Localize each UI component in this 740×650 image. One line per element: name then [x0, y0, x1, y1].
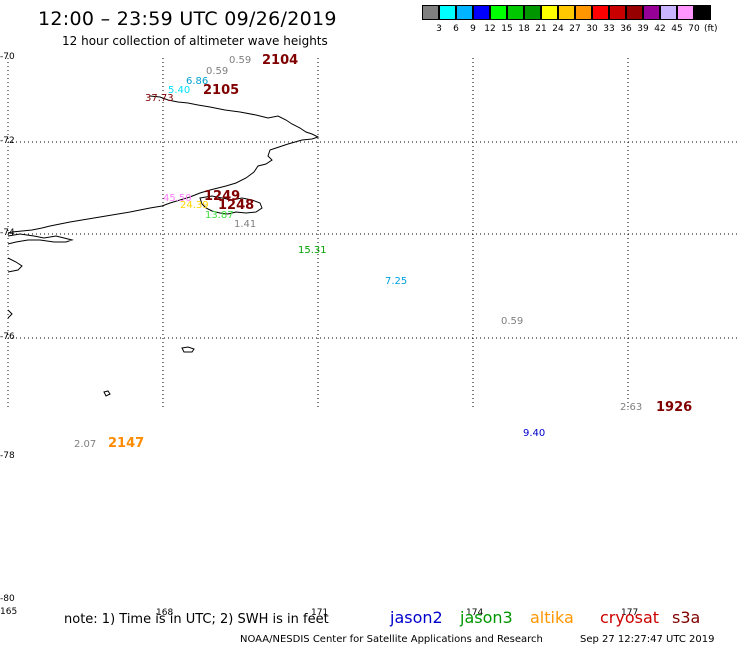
pass-time-label: 2104	[262, 53, 299, 68]
coastline-inlet	[7, 257, 23, 273]
colorbar-swatch	[677, 5, 694, 20]
coastline	[7, 95, 320, 397]
coastline-cape	[199, 195, 263, 215]
colorbar-swatch	[643, 5, 660, 20]
colorbar-swatch	[456, 5, 473, 20]
colorbar-swatch	[660, 5, 677, 20]
colorbar-tick-label: 18	[518, 24, 530, 34]
wave-height-value: 0.59	[206, 66, 229, 77]
wave-height-value: 0.59	[229, 55, 252, 66]
wave-height-value: 9.40	[523, 428, 546, 439]
legend-jason2: jason2	[390, 608, 443, 627]
pass-time-label: 1248	[218, 198, 255, 213]
wave-height-value: 1.41	[234, 219, 257, 230]
colorbar-swatch	[575, 5, 592, 20]
lon-label-177: 177	[621, 608, 639, 618]
colorbar-tick-label: 30	[586, 24, 598, 34]
colorbar-swatch	[626, 5, 643, 20]
island-small-a	[181, 346, 195, 353]
colorbar-swatch	[524, 5, 541, 20]
colorbar-tick-label: 39	[637, 24, 649, 34]
colorbar-tick-label: 70	[688, 24, 700, 34]
coastline-south	[7, 233, 74, 245]
wave-height-value: 24.39	[180, 200, 209, 211]
lat-label-76: -76	[0, 332, 15, 342]
colorbar-swatch	[422, 5, 439, 20]
lat-label-70: -70	[0, 52, 15, 62]
colorbar-swatch	[541, 5, 558, 20]
colorbar-tick-label: 6	[453, 24, 459, 34]
wave-height-value: 5.40	[168, 85, 191, 96]
colorbar-tick-label: 33	[603, 24, 615, 34]
lat-label-74: -74	[0, 228, 15, 238]
lon-label-171: 171	[311, 608, 329, 618]
legend-cryosat: cryosat	[600, 608, 660, 627]
footnote: note: 1) Time is in UTC; 2) SWH is in fe…	[64, 612, 329, 627]
graticule	[7, 58, 740, 408]
colorbar-tick-label: 42	[654, 24, 666, 34]
pass-time-label: 2105	[203, 83, 240, 98]
coastline-north	[7, 95, 320, 234]
wave-height-value: 2.63	[620, 402, 643, 413]
coastline-west	[7, 309, 13, 319]
lat-label-72: -72	[0, 136, 15, 146]
page-title: 12:00 – 23:59 UTC 09/26/2019	[38, 8, 337, 30]
legend-s3a: s3a	[672, 608, 701, 627]
colorbar-swatch	[609, 5, 626, 20]
wave-height-value: 7.25	[385, 276, 408, 287]
wave-height-value: 13.87	[205, 210, 234, 221]
pass-time-label: 2147	[108, 436, 145, 451]
legend-altika: altika	[530, 608, 574, 627]
colorbar-swatch	[694, 5, 711, 20]
colorbar-unit: (ft)	[704, 24, 718, 34]
colorbar-tick-label: 45	[671, 24, 683, 34]
page-subtitle: 12 hour collection of altimeter wave hei…	[62, 34, 328, 48]
colorbar-tick-label: 36	[620, 24, 632, 34]
colorbar-tick-label: 12	[484, 24, 496, 34]
colorbar-swatch	[592, 5, 609, 20]
wave-height-value: 2.07	[74, 439, 97, 450]
wave-height-value: 15.31	[298, 245, 327, 256]
legend-jason3: jason3	[460, 608, 513, 627]
lat-label-80: -80	[0, 594, 15, 604]
colorbar-tick-label: 21	[535, 24, 547, 34]
colorbar-tick-label: 15	[501, 24, 513, 34]
credit-line: NOAA/NESDIS Center for Satellite Applica…	[240, 634, 543, 645]
lat-label-78: -78	[0, 451, 15, 461]
pass-time-label: 1926	[656, 400, 693, 415]
colorbar-tick-label: 9	[470, 24, 476, 34]
colorbar-swatch	[473, 5, 490, 20]
lon-label-165: 165	[0, 607, 18, 617]
pass-time-label: 1249	[204, 189, 241, 204]
wave-height-value: 6.86	[186, 76, 209, 87]
wave-height-value: 37.73	[145, 93, 174, 104]
colorbar-swatch	[439, 5, 456, 20]
colorbar-swatch	[490, 5, 507, 20]
wave-height-value: 0.59	[501, 316, 524, 327]
lon-label-174: 174	[466, 608, 484, 618]
generated-timestamp: Sep 27 12:27:47 UTC 2019	[580, 634, 715, 645]
wave-height-value: 45.50	[163, 193, 192, 204]
colorbar-swatch	[558, 5, 575, 20]
colorbar-swatch	[507, 5, 524, 20]
lon-label-168: 168	[156, 608, 174, 618]
colorbar-tick-label: 27	[569, 24, 581, 34]
colorbar-tick-label: 3	[436, 24, 442, 34]
island-small-b	[103, 390, 111, 397]
colorbar-tick-label: 24	[552, 24, 564, 34]
